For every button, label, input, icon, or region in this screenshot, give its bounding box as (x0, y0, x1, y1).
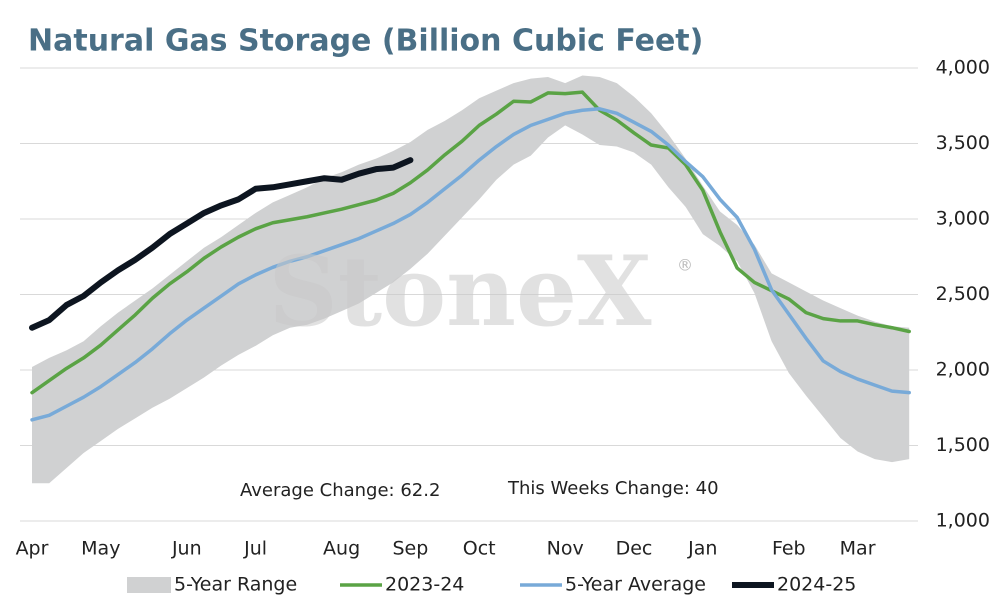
series-line (30, 107, 911, 422)
y-tick-label: 2,000 (936, 359, 990, 381)
series-line (29, 157, 414, 331)
series-line (30, 90, 911, 395)
y-tick-label: 3,500 (936, 132, 990, 154)
watermark: StoneX (268, 235, 652, 348)
x-tick-label: Aug (323, 538, 360, 560)
y-tick-label: 1,500 (936, 434, 990, 456)
x-tick-label: Jan (687, 538, 717, 560)
y-tick-label: 3,000 (936, 208, 990, 230)
watermark-mark: ® (677, 256, 693, 275)
legend-label: 2024-25 (777, 574, 856, 596)
x-tick-label: Jul (243, 538, 267, 560)
x-tick-label: Sep (392, 538, 428, 560)
y-tick-label: 2,500 (936, 283, 990, 305)
plot-area (20, 67, 918, 522)
y-tick-label: 4,000 (936, 57, 990, 79)
x-tick-label: Feb (772, 538, 806, 560)
range-area (32, 75, 910, 484)
annotation: Average Change: 62.2 (240, 480, 440, 501)
x-tick-label: May (81, 538, 120, 560)
y-tick-label: 1,000 (936, 510, 990, 532)
x-tick-label: Nov (547, 538, 584, 560)
legend-label: 5-Year Average (565, 574, 706, 596)
x-tick-label: Oct (463, 538, 496, 560)
x-tick-label: Jun (171, 538, 202, 560)
x-tick-label: Mar (840, 538, 876, 560)
legend-label: 2023-24 (385, 574, 464, 596)
x-tick-label: Dec (616, 538, 653, 560)
legend-label: 5-Year Range (174, 574, 297, 596)
x-tick-label: Apr (16, 538, 49, 560)
annotation: This Weeks Change: 40 (507, 478, 719, 499)
chart-title: Natural Gas Storage (Billion Cubic Feet) (28, 24, 703, 59)
legend-swatch (127, 577, 171, 593)
